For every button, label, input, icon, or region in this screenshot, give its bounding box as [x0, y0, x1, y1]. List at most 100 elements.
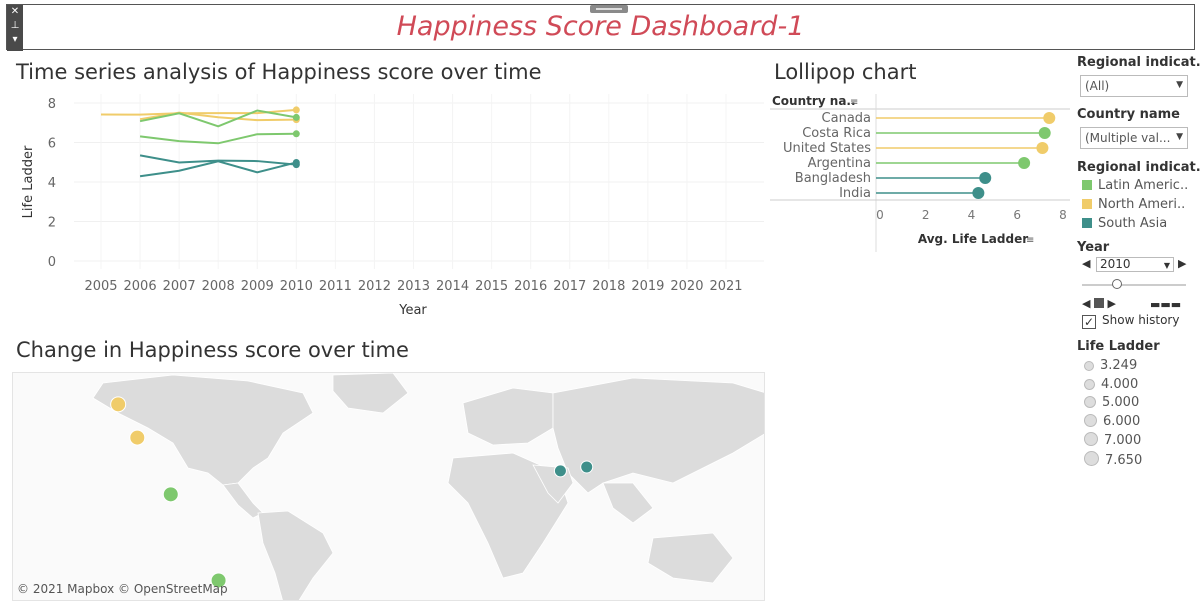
x-tick-label: 2020 [670, 279, 703, 294]
land-southeast-asia [602, 482, 654, 524]
x-tick-label: 8 [1059, 208, 1067, 222]
category-label[interactable]: Costa Rica [802, 126, 871, 141]
category-label[interactable]: Canada [822, 111, 871, 126]
land-australia [647, 532, 734, 584]
map-marker[interactable] [162, 486, 179, 503]
legend-label: North Ameri.. [1098, 197, 1186, 212]
sort-icon[interactable]: ≡ [1026, 235, 1034, 246]
chevron-down-icon: ▼ [1176, 132, 1183, 142]
x-tick-label: 2009 [241, 279, 274, 294]
x-tick-label: 2021 [709, 279, 742, 294]
land-south-america [257, 510, 334, 600]
size-legend-value: 7.000 [1104, 433, 1142, 449]
size-legend-item: 5.000 [1084, 395, 1139, 410]
year-label: Year [1077, 240, 1110, 255]
year-dropdown[interactable]: 2010 ▼ [1096, 257, 1174, 272]
dashboard-controls[interactable]: ✕ ⊥ ▾ [7, 5, 23, 51]
step-back-icon[interactable]: ◀ [1082, 297, 1091, 310]
map-marker[interactable] [580, 460, 594, 474]
region-filter-label: Regional indicat.. [1077, 55, 1200, 70]
size-legend-item: 3.249 [1084, 358, 1137, 373]
year-slider-track[interactable] [1082, 284, 1186, 286]
drag-handle[interactable] [590, 5, 628, 13]
dashboard-title: Happiness Score Dashboard-1 [396, 11, 805, 42]
size-legend-dot [1084, 413, 1097, 427]
series-line[interactable] [139, 160, 297, 178]
sort-icon[interactable]: ≡ [850, 97, 858, 108]
series-end-point[interactable] [292, 106, 300, 114]
map-marker[interactable] [553, 464, 567, 478]
show-history-toggle[interactable]: ✓ Show history [1082, 313, 1179, 329]
map-marker[interactable] [210, 572, 227, 589]
lollipop-head[interactable] [972, 187, 985, 199]
series-end-point[interactable] [292, 130, 300, 138]
country-filter-dropdown[interactable]: (Multiple val... ▼ [1080, 127, 1188, 149]
land-north-america [92, 374, 314, 486]
x-axis-label: Year [398, 303, 427, 318]
close-icon[interactable]: ✕ [10, 6, 20, 17]
y-tick-label: 4 [48, 176, 56, 191]
checkbox-checked-icon[interactable]: ✓ [1082, 315, 1096, 329]
x-tick-label: 2005 [84, 279, 117, 294]
series-end-point[interactable] [292, 113, 300, 121]
legend-swatch [1082, 218, 1092, 228]
size-legend-value: 3.249 [1100, 358, 1138, 373]
time-series-chart[interactable]: 0 2 4 6 8 2005 2006 2007 2008 2009 2010 2011 2012 201… [14, 86, 770, 322]
category-label[interactable]: United States [783, 141, 871, 156]
series-line[interactable] [139, 109, 297, 128]
chevron-down-icon: ▼ [1163, 261, 1170, 270]
lollipop-head[interactable] [1043, 112, 1056, 124]
pin-icon[interactable]: ⊥ [10, 20, 20, 31]
map-title: Change in Happiness score over time [16, 338, 409, 362]
size-legend-value: 6.000 [1103, 413, 1141, 429]
map-marker[interactable] [129, 429, 146, 446]
series-end-point[interactable] [292, 158, 300, 166]
playback-controls[interactable]: ◀ ▶ [1082, 297, 1116, 310]
map-credit: © 2021 Mapbox © OpenStreetMap [17, 582, 228, 596]
category-label[interactable]: India [839, 186, 871, 201]
year-selector[interactable]: ◀ 2010 ▼ ▶ [1082, 257, 1188, 273]
world-map-canvas[interactable] [13, 373, 765, 601]
x-tick-label: 2010 [280, 279, 313, 294]
region-filter-dropdown[interactable]: (All) ▼ [1080, 75, 1188, 97]
lollipop-head[interactable] [1038, 127, 1051, 139]
series-line[interactable] [139, 111, 297, 122]
map-marker[interactable] [110, 396, 127, 413]
size-legend-dot [1084, 432, 1098, 447]
y-tick-label: 6 [48, 137, 56, 152]
size-legend-dot [1084, 378, 1095, 390]
chevron-left-icon[interactable]: ◀ [1082, 257, 1091, 270]
x-tick-label: 4 [968, 208, 976, 222]
legend-item-latin-america[interactable]: Latin Americ.. [1082, 178, 1188, 193]
land-asia [552, 377, 764, 494]
x-tick-label: 2015 [475, 279, 508, 294]
year-value: 2010 [1100, 257, 1131, 271]
legend-item-north-america[interactable]: North Ameri.. [1082, 197, 1185, 212]
speed-icon[interactable]: ▬▬▬ [1150, 298, 1182, 311]
lollipop-head[interactable] [1036, 142, 1049, 154]
x-tick-label: 2013 [397, 279, 430, 294]
legend-item-south-asia[interactable]: South Asia [1082, 216, 1167, 231]
world-map[interactable]: © 2021 Mapbox © OpenStreetMap [12, 372, 765, 601]
chevron-right-icon[interactable]: ▶ [1178, 257, 1187, 270]
chevron-down-icon[interactable]: ▾ [12, 34, 18, 45]
category-label[interactable]: Bangladesh [795, 171, 871, 186]
category-label[interactable]: Argentina [808, 156, 871, 171]
x-tick-label: 6 [1013, 208, 1021, 222]
lollipop-head[interactable] [979, 172, 992, 184]
land-europe [462, 387, 554, 446]
x-tick-label: 2008 [202, 279, 235, 294]
size-legend-item: 6.000 [1084, 413, 1141, 429]
stop-icon[interactable] [1093, 298, 1104, 308]
series-line[interactable] [139, 132, 297, 145]
size-legend-dot [1084, 361, 1094, 371]
x-axis-label: Avg. Life Ladder [918, 232, 1028, 246]
size-legend-item: 4.000 [1084, 377, 1138, 392]
land-central-america [222, 482, 264, 519]
country-filter-value: (Multiple val... [1085, 131, 1171, 145]
year-slider-handle[interactable] [1112, 279, 1122, 289]
play-icon[interactable]: ▶ [1107, 297, 1116, 310]
row-header[interactable]: Country na.. [772, 94, 856, 108]
lollipop-head[interactable] [1018, 157, 1031, 169]
